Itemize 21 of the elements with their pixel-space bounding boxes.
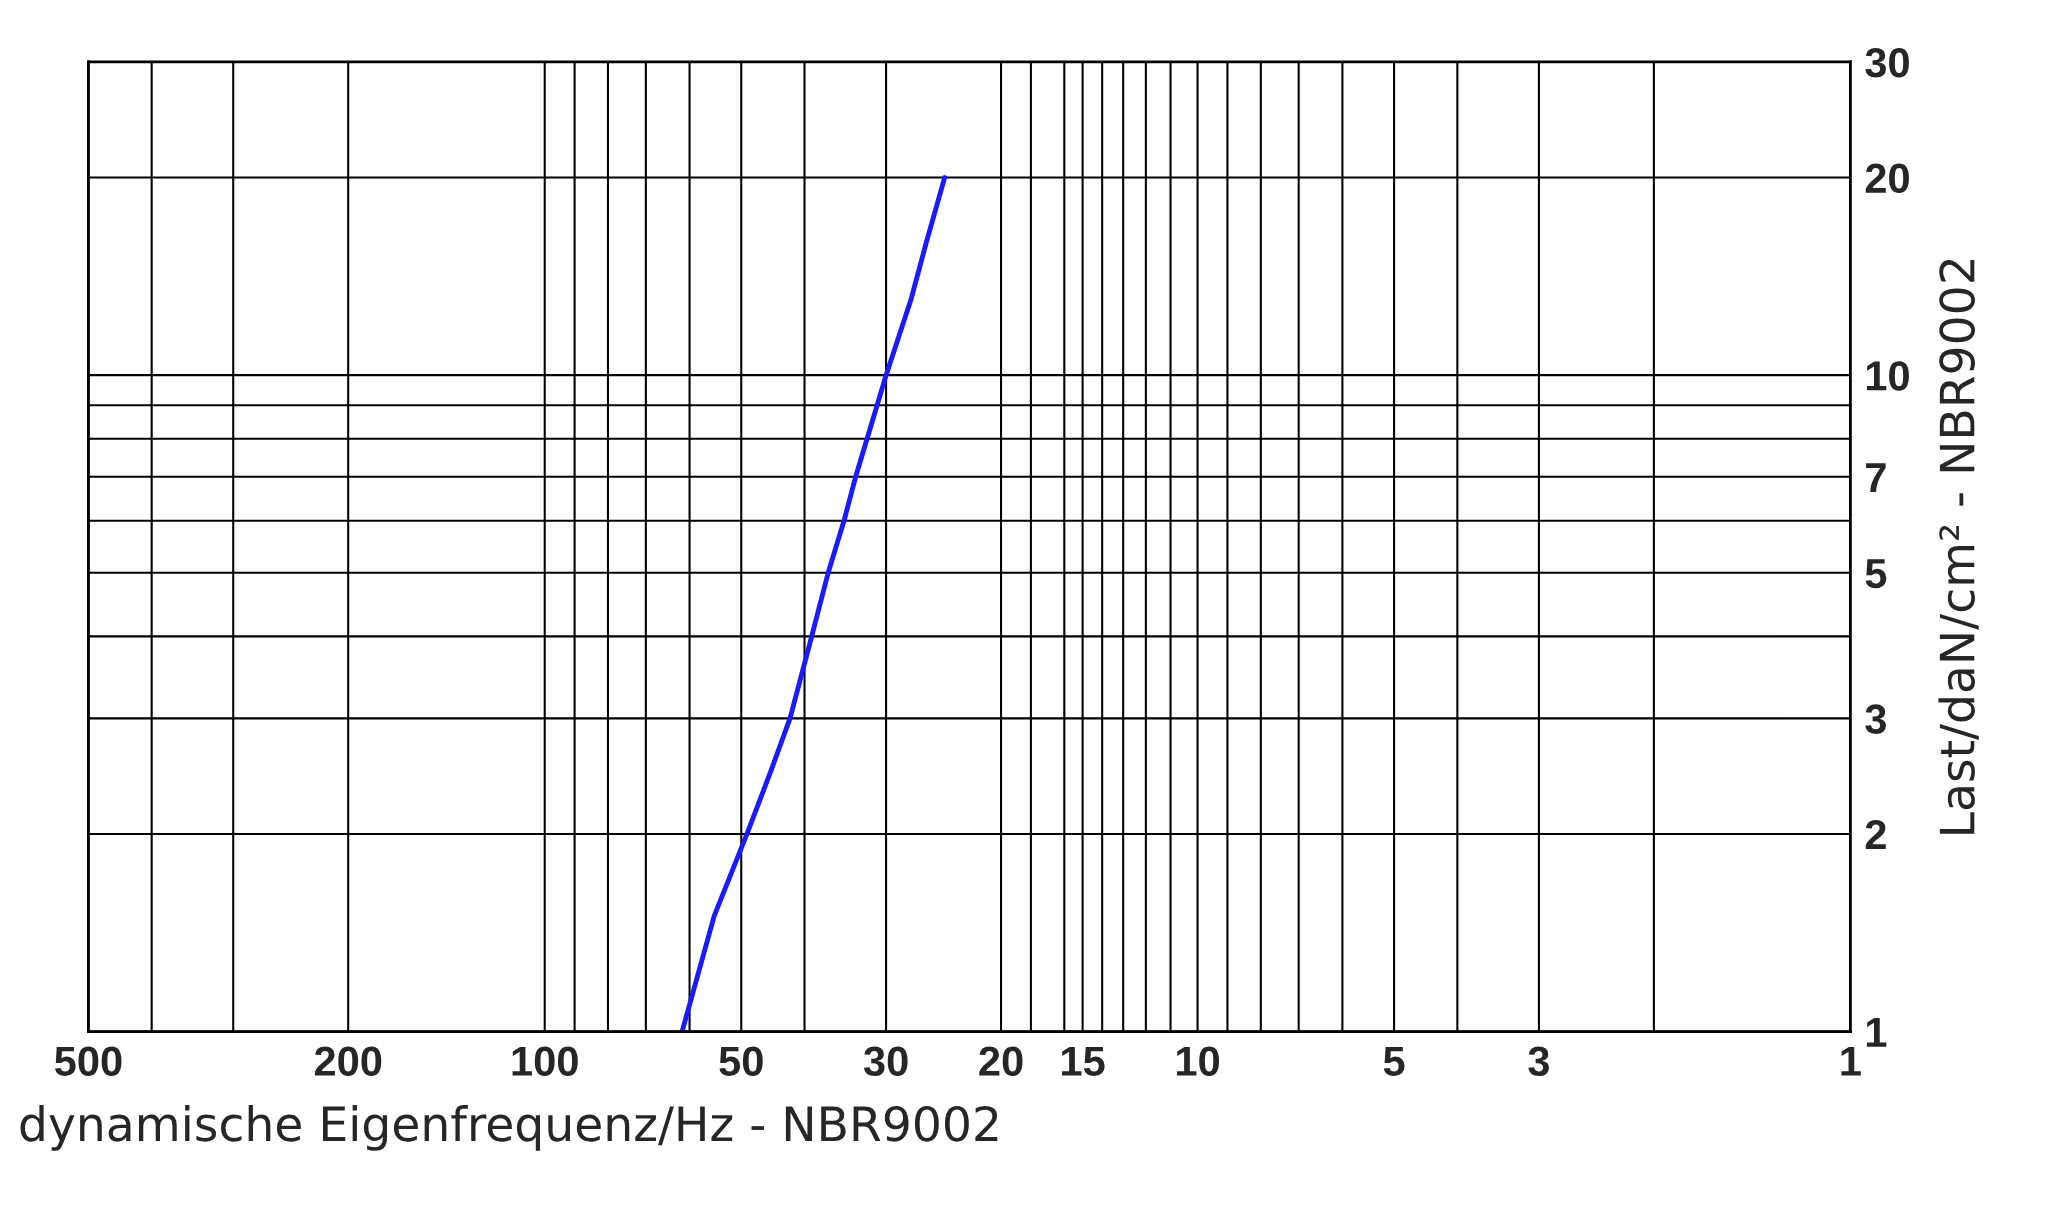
y-tick-label: 7 bbox=[1866, 463, 1886, 492]
x-tick-label: 20 bbox=[979, 1046, 1023, 1077]
x-tick-label: 10 bbox=[1177, 1046, 1220, 1077]
x-axis-title: dynamische Eigenfrequenz/Hz - NBR9002 bbox=[20, 1105, 998, 1151]
y-tick-label: 2 bbox=[1865, 819, 1886, 850]
y-tick-label: 10 bbox=[1866, 361, 1909, 391]
x-tick-label: 5 bbox=[1383, 1046, 1405, 1077]
x-tick-label: 1 bbox=[1841, 1046, 1861, 1076]
y-tick-label: 3 bbox=[1865, 704, 1886, 734]
y-tick-label: 30 bbox=[1865, 47, 1909, 78]
x-tick-label: 30 bbox=[863, 1046, 908, 1077]
y-tick-label: 5 bbox=[1865, 559, 1887, 589]
y-tick-label: 20 bbox=[1865, 163, 1909, 194]
y-axis-title: Last/daN/cm² - NBR9002 bbox=[1938, 259, 1979, 834]
x-tick-label: 3 bbox=[1528, 1046, 1549, 1077]
x-tick-label: 200 bbox=[314, 1046, 382, 1077]
x-tick-label: 500 bbox=[54, 1046, 122, 1077]
y-tick-label: 1 bbox=[1866, 1017, 1887, 1047]
x-tick-label: 50 bbox=[719, 1046, 763, 1077]
x-tick-label: 100 bbox=[512, 1046, 578, 1077]
x-tick-label: 15 bbox=[1062, 1046, 1105, 1077]
